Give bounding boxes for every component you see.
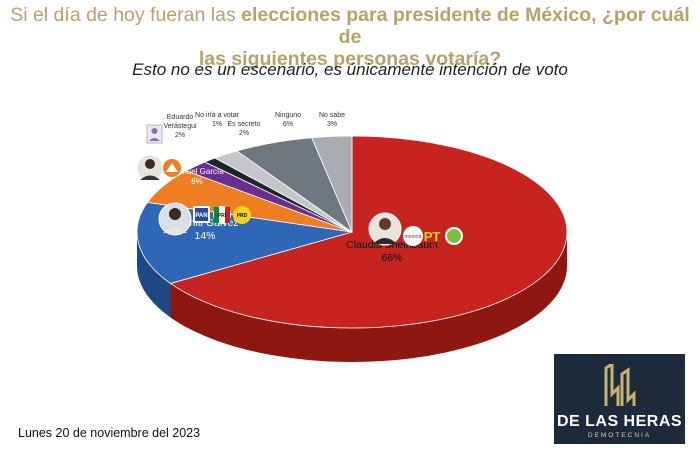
pie-side-1 xyxy=(137,232,171,318)
pri-text: PRI xyxy=(218,213,227,219)
galvez-avatar xyxy=(158,202,192,236)
slice-value-label-7: 3% xyxy=(327,121,337,128)
pri-icon: PRI xyxy=(213,206,231,224)
slice-value-label-4: 1% xyxy=(212,121,222,128)
logo-mark-icon xyxy=(604,364,636,406)
garcia-avatar xyxy=(136,154,164,182)
morena-text: morena xyxy=(405,234,422,240)
title-bold1: elecciones para presidente de México, ¿p… xyxy=(241,4,690,48)
slice-name-label-7: No sabe xyxy=(319,112,345,119)
pvem-icon xyxy=(445,227,463,245)
slice-value-label-5: 2% xyxy=(239,130,249,137)
survey-date: Lunes 20 de noviembre del 2023 xyxy=(18,426,201,440)
pan-text: PAN xyxy=(195,213,207,219)
sheinbaum-avatar xyxy=(368,212,402,246)
prd-icon: PRD xyxy=(233,206,251,224)
logo-name: DE LAS HERAS xyxy=(556,413,683,430)
verastegui-avatar xyxy=(146,124,163,144)
slice-value-label-6: 6% xyxy=(283,121,293,128)
slice-value-label-0: 66% xyxy=(381,252,402,264)
chart-title: Si el día de hoy fueran las elecciones p… xyxy=(0,4,700,70)
title-line2: las siguientes personas votaría? xyxy=(198,48,502,70)
mc-icon xyxy=(163,159,181,177)
brand-logo: DE LAS HERAS DEMOTECNIA xyxy=(554,354,685,444)
chart-subtitle: Esto no es un escenario, es únicamente i… xyxy=(132,60,568,79)
pie-slice-0 xyxy=(169,135,568,329)
pt-text: PT xyxy=(424,229,441,244)
slice-name-label-6: Ninguno xyxy=(275,112,301,119)
slice-value-label-1: 14% xyxy=(194,230,215,242)
slice-name-label-3: Eduardo xyxy=(167,114,194,121)
slice-name-label-3: Verástegui xyxy=(163,123,197,130)
title-part1: Si el día de hoy fueran las xyxy=(10,4,242,26)
slice-value-label-3: 2% xyxy=(175,132,185,139)
pie-side-0 xyxy=(170,232,568,362)
slice-name-label-2: Samuel García xyxy=(170,167,224,176)
morena-icon: morena xyxy=(403,226,423,246)
prd-text: PRD xyxy=(237,213,248,219)
pie-sides xyxy=(137,232,568,362)
pt-icon: PT xyxy=(424,229,441,244)
pie-slice-7 xyxy=(311,135,353,233)
slice-value-label-2: 6% xyxy=(191,177,203,186)
slice-name-label-5: Es secreto xyxy=(227,121,260,128)
logo-subtitle: DEMOTECNIA xyxy=(587,432,652,439)
pan-icon: PAN xyxy=(193,206,210,223)
slice-name-label-4: No iría a votar xyxy=(195,112,240,119)
